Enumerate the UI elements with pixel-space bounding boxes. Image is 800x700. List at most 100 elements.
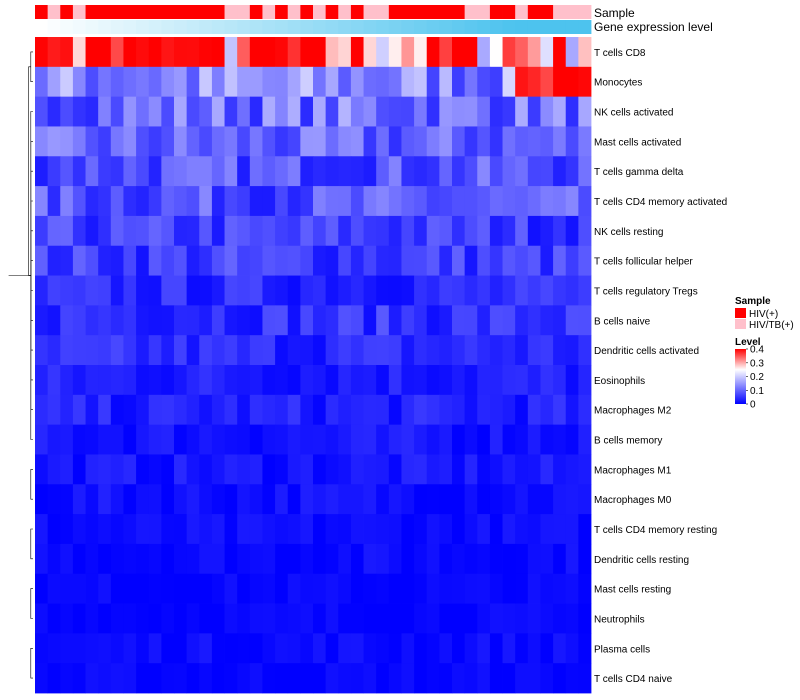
heatmap-cell (338, 484, 352, 515)
heatmap-cell (72, 335, 86, 366)
heatmap-cell (515, 603, 529, 634)
heatmap-cell (47, 514, 61, 545)
heatmap-cell (489, 543, 503, 575)
heatmap-cell (313, 215, 327, 247)
legend-color-bar (735, 349, 746, 404)
heatmap-cell (275, 215, 289, 247)
heatmap-cell (199, 603, 213, 634)
heatmap-cell (47, 215, 61, 247)
heatmap-cell (439, 305, 453, 336)
heatmap-cell (515, 663, 529, 694)
heatmap-cell (148, 245, 162, 276)
heatmap-cell (338, 37, 352, 68)
heatmap-cell (148, 156, 162, 187)
heatmap-cell (414, 454, 428, 485)
heatmap-cell (262, 96, 276, 127)
heatmap-cell (477, 37, 491, 68)
heatmap-cell (85, 633, 99, 664)
heatmap-cell (338, 335, 352, 366)
heatmap-cell (148, 275, 162, 306)
legend-tick-label: 0.4 (750, 345, 764, 356)
heatmap-cell (376, 394, 390, 426)
heatmap-cell (527, 335, 541, 366)
heatmap-cell (174, 215, 188, 247)
heatmap-cell (98, 126, 112, 157)
heatmap-cell (161, 37, 175, 68)
heatmap-cell (578, 484, 592, 515)
sample-annotation-cell (98, 5, 112, 19)
dendrogram-branch (30, 230, 33, 321)
gene-level-annotation-cell (186, 20, 200, 34)
heatmap-cell (275, 66, 289, 98)
heatmap-cell (401, 365, 415, 396)
heatmap-cell (47, 633, 61, 664)
heatmap-cell (401, 394, 415, 426)
heatmap-cell (578, 305, 592, 336)
heatmap-cell (313, 424, 327, 455)
heatmap-cell (224, 573, 238, 604)
heatmap-cell (136, 573, 150, 604)
heatmap-cell (401, 454, 415, 485)
legend-tick-label: 0 (750, 400, 756, 411)
heatmap-cell (553, 663, 567, 694)
heatmap-cell (338, 394, 352, 426)
heatmap-cell (489, 245, 503, 276)
heatmap-cell (540, 275, 554, 306)
heatmap-cell (186, 603, 200, 634)
sample-annotation-cell (350, 5, 364, 19)
heatmap-cell (60, 573, 74, 604)
heatmap-cell (515, 126, 529, 157)
heatmap-cell (553, 305, 567, 336)
heatmap-cell (85, 663, 99, 694)
heatmap-cell (35, 245, 49, 276)
heatmap-cell (262, 514, 276, 545)
heatmap-cell (489, 66, 503, 98)
heatmap-cell (287, 514, 301, 545)
heatmap-cell (35, 424, 49, 455)
heatmap-cell (325, 543, 339, 575)
heatmap-cell (161, 394, 175, 426)
sample-annotation-cell (502, 5, 516, 19)
heatmap-cell (287, 394, 301, 426)
heatmap-cell (199, 484, 213, 515)
heatmap-cell (578, 365, 592, 396)
heatmap-cell (464, 603, 478, 634)
heatmap-cell (224, 603, 238, 634)
heatmap-cell (565, 663, 579, 694)
sample-annotation-cell (578, 5, 592, 19)
heatmap-cell (325, 514, 339, 545)
heatmap-cell (85, 603, 99, 634)
heatmap-cell (224, 454, 238, 485)
heatmap-cell (237, 394, 251, 426)
heatmap-cell (300, 186, 314, 217)
heatmap-cell (452, 365, 466, 396)
heatmap-cell (527, 603, 541, 634)
heatmap-cell (47, 305, 61, 336)
heatmap-cell (199, 126, 213, 157)
heatmap-cell (540, 394, 554, 426)
heatmap-cell (527, 663, 541, 694)
gene-level-annotation-cell (452, 20, 466, 34)
heatmap-cell (98, 335, 112, 366)
heatmap-cell (376, 66, 390, 98)
sample-annotation-cell (338, 5, 352, 19)
heatmap-cell (452, 126, 466, 157)
heatmap-cell (136, 305, 150, 336)
heatmap-cell (199, 663, 213, 694)
heatmap-cell (174, 96, 188, 127)
row-label: T cells follicular helper (594, 257, 693, 268)
heatmap-cell (174, 424, 188, 455)
heatmap-cell (489, 424, 503, 455)
heatmap-cell (376, 454, 390, 485)
heatmap-cell (287, 66, 301, 98)
heatmap-cell (35, 186, 49, 217)
heatmap-cell (414, 215, 428, 247)
heatmap-cell (199, 514, 213, 545)
heatmap-cell (376, 633, 390, 664)
heatmap-cell (414, 633, 428, 664)
heatmap-cell (47, 186, 61, 217)
heatmap-cell (350, 186, 364, 217)
heatmap-cell (540, 543, 554, 575)
heatmap-cell (565, 484, 579, 515)
heatmap-cell (477, 543, 491, 575)
